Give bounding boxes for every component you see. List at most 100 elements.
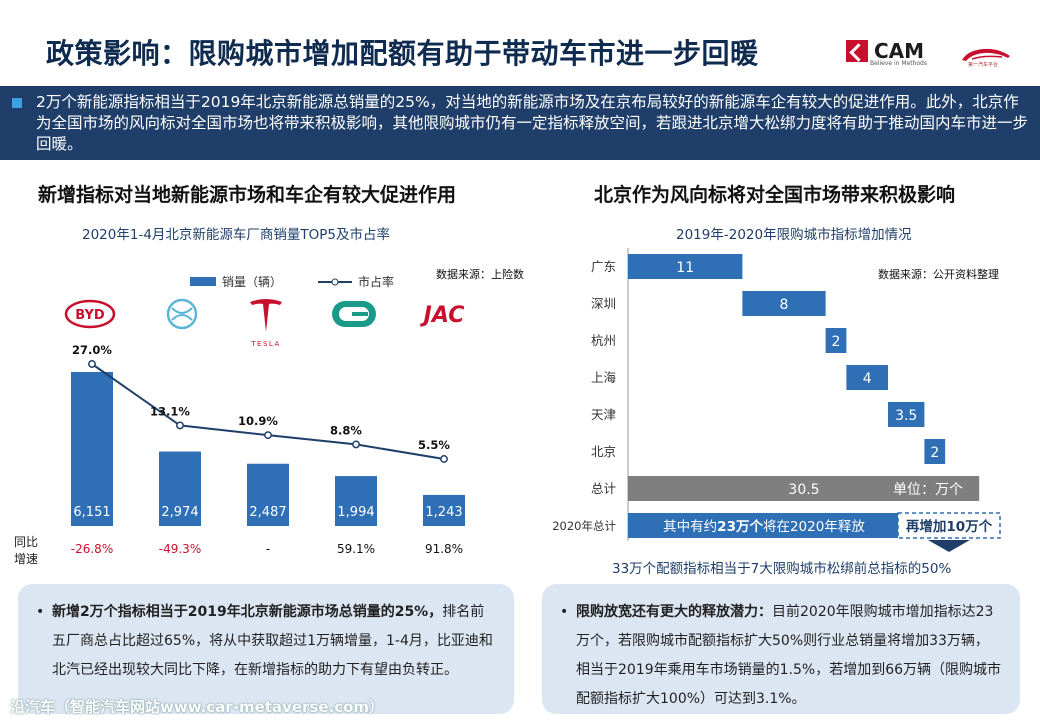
share-point [88, 360, 96, 368]
bullet-square-icon [12, 98, 22, 108]
banner-text: 2万个新能源指标相当于2019年北京新能源总销量的25%，对当地的新能源市场及在… [36, 93, 1029, 153]
waterfall-category-label: 上海 [591, 370, 617, 385]
unit-label: 单位：万个 [893, 482, 963, 498]
waterfall-bar [888, 402, 925, 427]
left-source: 数据来源：上险数 [436, 268, 524, 281]
yoy-value: 59.1% [336, 542, 376, 556]
page-title: 政策影响：限购城市增加配额有助于带动车市进一步回暖 [46, 37, 759, 70]
release-label-part: 其中有约 [663, 519, 717, 535]
tesla-logo-icon: TESLA [250, 299, 282, 348]
waterfall-bar-label: 2 [832, 334, 841, 350]
release-label-part: 将在2020年释放 [763, 519, 865, 535]
share-line [91, 363, 445, 460]
left-callout-bullet: • [36, 604, 45, 620]
summary-banner: 2万个新能源指标相当于2019年北京新能源总销量的25%，对当地的新能源市场及在… [0, 86, 1040, 160]
share-point [264, 431, 272, 440]
right-callout-bold: 限购放宽还有更大的释放潜力： [576, 604, 772, 620]
right-callout-text: 目前2020年限购城市增加指标达23万个，若限购城市配额指标扩大50%则行业总销… [576, 604, 1002, 707]
waterfall-bar-label: 3.5 [895, 408, 917, 424]
share-point [352, 440, 360, 449]
cam-logo-text: CAM [874, 39, 925, 63]
jac-logo-icon: JAC [420, 303, 465, 328]
waterfall-bar [628, 254, 743, 279]
left-callout-text: 排名前五厂商总占比超过65%，将从中获取超过1万辆增量，1-4月，比亚迪和北汽已… [52, 604, 493, 678]
share-label: 8.8% [330, 423, 362, 437]
tesla-wordmark: TESLA [250, 340, 281, 348]
waterfall-footer: 33万个配额指标相当于7大限购城市松绑前总指标的50% [612, 561, 952, 577]
right-callout: • 限购放宽还有更大的释放潜力：目前2020年限购城市增加指标达23万个，若限购… [542, 584, 1020, 714]
waterfall-category-label: 广东 [591, 259, 616, 274]
waterfall-bar-label: 8 [780, 297, 789, 313]
left-section-title: 新增指标对当地新能源市场和车企有较大促进作用 [38, 184, 457, 206]
share-point [176, 421, 184, 430]
sales-bar [71, 372, 113, 526]
legend-line-swatch [318, 278, 353, 285]
cam-logo: CAM [846, 40, 924, 62]
cam-tagline: Believe in Methods [870, 60, 927, 67]
waterfall-category-label: 2020年总计 [552, 519, 616, 533]
yoy-value: - [265, 542, 271, 556]
right-section-title: 北京作为风向标将对全国市场带来积极影响 [594, 184, 956, 206]
baic-logo-icon [166, 298, 198, 330]
extra-box [897, 512, 1001, 539]
right-waterfall-chart: 广东 11 深圳 8 杭州 2 上海 4 天津 3.5 北京 2 总计 30.5 单位：万个 2020年总计 其… [552, 248, 1001, 552]
yoy-value: -26.8% [70, 542, 114, 556]
release-bar [628, 513, 898, 538]
cam-mark-icon [846, 40, 868, 62]
waterfall-bar-label: 2 [930, 445, 939, 461]
left-callout-bold: 新增2万个指标相当于2019年北京新能源市场总销量的25%， [52, 604, 443, 620]
extra-label: 再增加10万个 [906, 518, 993, 535]
share-point [440, 455, 448, 463]
left-combo-chart: 6,151 2,974 2,487 1,994 1,243 27.0% 13.1% 10.9%… [71, 343, 465, 526]
watermark: 沿汽车（智能汽车网站www.car-metaverse.com） [10, 698, 385, 716]
yoy-value: 91.8% [424, 542, 464, 556]
car-logo-icon [962, 48, 1010, 61]
sales-bar-label: 2,487 [249, 505, 286, 520]
waterfall-category-label: 深圳 [591, 296, 616, 311]
share-label: 13.1% [150, 404, 190, 418]
total-bar-label: 30.5 [788, 482, 819, 498]
byd-logo-icon: BYD [64, 299, 116, 329]
yoy-label: 同比 增速 [14, 534, 38, 568]
chart-legend: 销量（辆） 市占率 [190, 273, 394, 290]
release-label-bold: 23万个 [717, 519, 763, 535]
share-label: 27.0% [72, 343, 112, 357]
right-source: 数据来源：公开资料整理 [878, 268, 999, 281]
waterfall-category-label: 总计 [591, 481, 616, 496]
yoy-label-text: 同比 增速 [14, 535, 39, 566]
left-callout: • 新增2万个指标相当于2019年北京新能源市场总销量的25%，排名前五厂商总占… [18, 584, 514, 714]
waterfall-bar-label: 4 [863, 371, 872, 387]
release-label: 其中有约23万个将在2020年释放 [663, 519, 865, 535]
gac-logo-icon [332, 301, 376, 327]
waterfall-category-label: 天津 [591, 407, 616, 422]
sales-bar-label: 1,994 [337, 505, 374, 520]
partner-tagline: 第一汽车平台 [968, 62, 999, 68]
share-label: 10.9% [238, 414, 278, 428]
waterfall-category-label: 北京 [591, 444, 616, 459]
sales-bar-label: 1,243 [425, 505, 462, 520]
legend-bar-swatch [190, 277, 216, 286]
sales-bar [247, 463, 289, 526]
jac-wordmark: JAC [420, 303, 465, 328]
sales-bar [159, 451, 201, 526]
total-bar [628, 476, 980, 501]
waterfall-bar [825, 328, 847, 353]
legend-line-label: 市占率 [358, 275, 395, 289]
legend-bar-label: 销量（辆） [222, 275, 283, 289]
left-chart-title: 2020年1-4月北京新能源车厂商销量TOP5及市占率 [82, 227, 391, 243]
sales-bar-label: 2,974 [161, 505, 198, 520]
waterfall-bar [924, 439, 946, 464]
right-chart-title: 2019年-2020年限购城市指标增加情况 [676, 227, 912, 243]
sales-bar-label: 6,151 [73, 505, 110, 520]
waterfall-category-label: 杭州 [591, 333, 616, 348]
right-callout-bullet: • [560, 604, 569, 620]
waterfall-bar-label: 11 [676, 260, 694, 276]
svg-text:BYD: BYD [75, 308, 105, 323]
share-label: 5.5% [418, 438, 450, 452]
waterfall-bar [846, 365, 888, 390]
yoy-value: -49.3% [158, 542, 202, 556]
sales-bar [335, 476, 377, 526]
waterfall-bar [742, 291, 826, 316]
pointer-arrow-icon [928, 540, 970, 552]
sales-bar [423, 494, 465, 526]
